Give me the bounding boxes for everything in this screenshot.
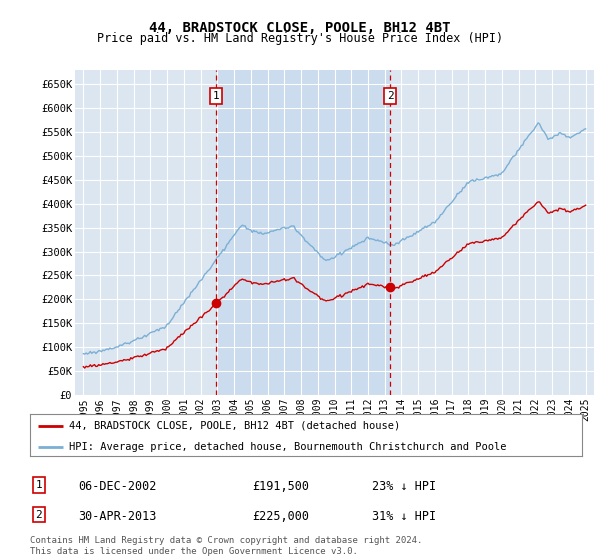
Text: £225,000: £225,000	[252, 510, 309, 522]
Text: 31% ↓ HPI: 31% ↓ HPI	[372, 510, 436, 522]
Text: 06-DEC-2002: 06-DEC-2002	[78, 480, 157, 493]
Bar	[216, 70, 390, 395]
Text: HPI: Average price, detached house, Bournemouth Christchurch and Poole: HPI: Average price, detached house, Bour…	[68, 442, 506, 452]
Text: £191,500: £191,500	[252, 480, 309, 493]
Text: 2: 2	[35, 510, 43, 520]
Text: 23% ↓ HPI: 23% ↓ HPI	[372, 480, 436, 493]
Text: 30-APR-2013: 30-APR-2013	[78, 510, 157, 522]
Text: 2: 2	[387, 91, 394, 101]
Text: 1: 1	[35, 480, 43, 490]
Text: Contains HM Land Registry data © Crown copyright and database right 2024.
This d: Contains HM Land Registry data © Crown c…	[30, 536, 422, 556]
Text: 44, BRADSTOCK CLOSE, POOLE, BH12 4BT: 44, BRADSTOCK CLOSE, POOLE, BH12 4BT	[149, 21, 451, 35]
Text: 44, BRADSTOCK CLOSE, POOLE, BH12 4BT (detached house): 44, BRADSTOCK CLOSE, POOLE, BH12 4BT (de…	[68, 421, 400, 431]
Text: 1: 1	[212, 91, 220, 101]
Text: Price paid vs. HM Land Registry's House Price Index (HPI): Price paid vs. HM Land Registry's House …	[97, 32, 503, 45]
